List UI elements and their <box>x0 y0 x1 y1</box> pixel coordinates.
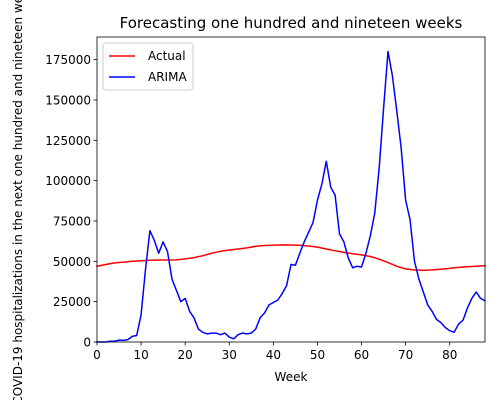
series-line-arima <box>96 50 487 343</box>
axes-border <box>96 36 486 343</box>
y-axis-label: COVID-19 hospitalizations in the next on… <box>11 0 25 400</box>
series-line-actual <box>96 244 486 271</box>
x-axis-label: Week <box>275 370 308 384</box>
legend-label-actual: Actual <box>148 49 186 63</box>
x-tick-label: 10 <box>133 348 148 362</box>
plot-area: 0 10 20 30 40 50 60 70 80 0 25000 50000 75000 100000… <box>45 36 487 362</box>
legend-label-arima: ARIMA <box>148 70 187 84</box>
x-tick-label: 20 <box>178 348 193 362</box>
x-axis-ticks: 0 10 20 30 40 50 60 70 80 <box>93 342 457 362</box>
x-tick-label: 30 <box>222 348 237 362</box>
y-tick-label: 125000 <box>45 134 91 148</box>
x-tick-label: 0 <box>93 348 101 362</box>
x-tick-label: 50 <box>310 348 325 362</box>
y-tick-label: 25000 <box>53 295 91 309</box>
y-tick-label: 150000 <box>45 93 91 107</box>
y-tick-label: 75000 <box>53 214 91 228</box>
y-tick-label: 175000 <box>45 53 91 67</box>
y-tick-label: 0 <box>83 336 91 350</box>
x-tick-label: 40 <box>266 348 281 362</box>
y-tick-label: 100000 <box>45 174 91 188</box>
legend-box <box>102 42 194 91</box>
x-tick-label: 70 <box>398 348 413 362</box>
y-tick-label: 50000 <box>53 255 91 269</box>
legend: Actual ARIMA <box>102 42 194 91</box>
series-layer <box>96 50 487 343</box>
x-tick-label: 60 <box>354 348 369 362</box>
x-tick-label: 80 <box>442 348 457 362</box>
chart-title: Forecasting one hundred and nineteen wee… <box>120 14 463 32</box>
y-axis-ticks: 0 25000 50000 75000 100000 125000 150000 175000 <box>45 53 97 350</box>
axes-frame <box>96 36 486 343</box>
